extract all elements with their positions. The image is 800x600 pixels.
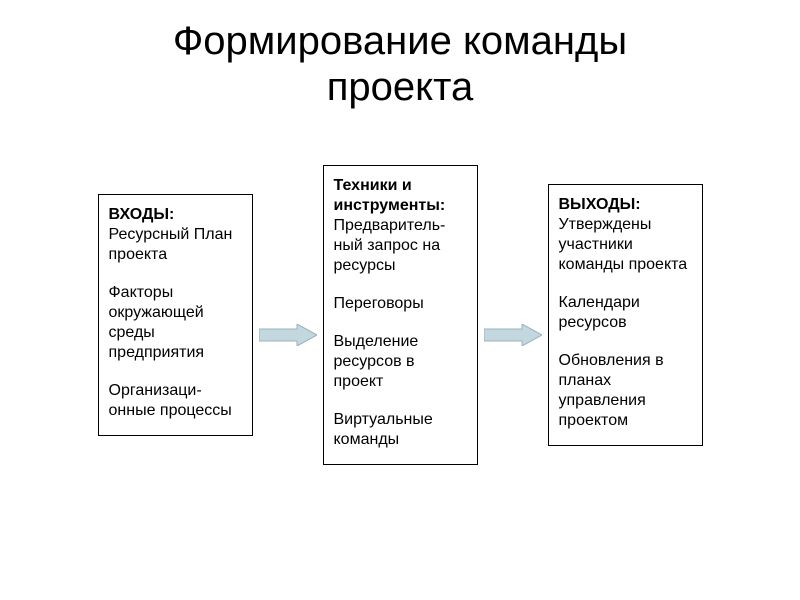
arrow-shape bbox=[484, 324, 542, 346]
arrow-1 bbox=[253, 324, 323, 346]
outputs-box: ВЫХОДЫ: Утверждены участники команды про… bbox=[548, 184, 703, 446]
tools-item-4: Виртуальные команды bbox=[334, 410, 467, 450]
tools-item-2: Переговоры bbox=[334, 294, 467, 314]
right-arrow-icon bbox=[484, 324, 542, 346]
outputs-item-2: Календари ресурсов bbox=[559, 293, 692, 333]
title-line-1: Формирование команды bbox=[173, 19, 627, 63]
inputs-box: ВХОДЫ: Ресурсный План проекта Факторы ок… bbox=[98, 194, 253, 436]
tools-item-1: Предваритель-ный запрос на ресурсы bbox=[334, 216, 467, 276]
page-title: Формирование команды проекта bbox=[0, 0, 800, 110]
inputs-item-3: Организаци-онные процессы bbox=[109, 381, 242, 421]
title-line-2: проекта bbox=[327, 65, 473, 109]
right-arrow-icon bbox=[259, 324, 317, 346]
inputs-item-1: Ресурсный План проекта bbox=[109, 225, 242, 265]
arrow-shape bbox=[259, 324, 317, 346]
arrow-2 bbox=[478, 324, 548, 346]
inputs-header: ВХОДЫ: bbox=[109, 205, 242, 225]
outputs-item-3: Обновления в планах управления проектом bbox=[559, 351, 692, 431]
outputs-item-1: Утверждены участники команды проекта bbox=[559, 215, 692, 275]
tools-box: Техники и инструменты: Предваритель-ный … bbox=[323, 165, 478, 465]
inputs-item-2: Факторы окружающей среды предприятия bbox=[109, 283, 242, 363]
tools-header: Техники и инструменты: bbox=[334, 176, 467, 216]
tools-item-3: Выделение ресурсов в проект bbox=[334, 332, 467, 392]
outputs-header: ВЫХОДЫ: bbox=[559, 195, 692, 215]
process-diagram: ВХОДЫ: Ресурсный План проекта Факторы ок… bbox=[0, 165, 800, 465]
